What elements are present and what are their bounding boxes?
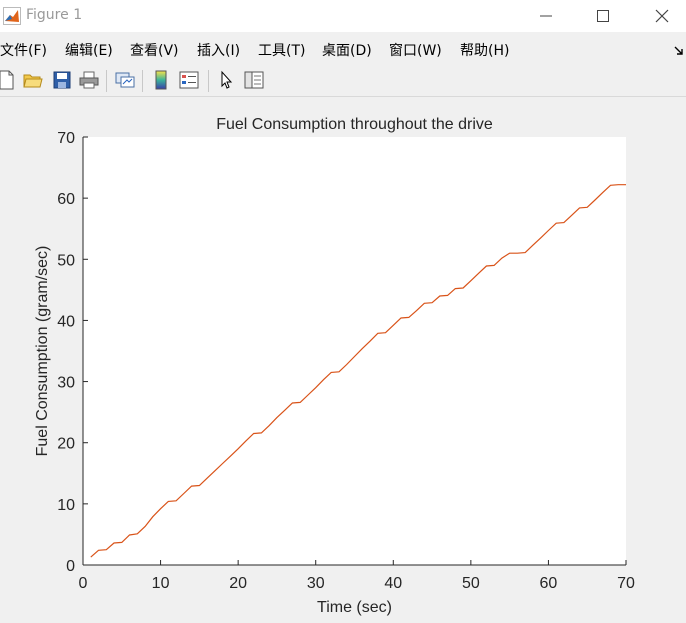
x-tick-label: 30 — [307, 575, 325, 592]
y-axis-label: Fuel Consumption (gram/sec) — [34, 246, 51, 457]
x-tick-label: 0 — [79, 575, 88, 592]
edit-plot-arrow-icon[interactable] — [214, 68, 238, 92]
figure-canvas: Fuel Consumption throughout the drive Ti… — [0, 97, 686, 619]
menu-window[interactable]: 窗口(W) — [389, 40, 442, 60]
maximize-button[interactable] — [573, 0, 633, 32]
window-title: Figure 1 — [26, 7, 82, 23]
link-plot-icon[interactable] — [113, 68, 137, 92]
y-tick-label: 10 — [57, 497, 75, 514]
property-inspector-icon[interactable] — [242, 68, 266, 92]
figure-toolbar — [0, 64, 686, 97]
maximize-icon — [597, 10, 609, 22]
window-title-bar: Figure 1 — [0, 0, 686, 32]
x-tick-label: 60 — [540, 575, 558, 592]
x-tick-label: 10 — [152, 575, 170, 592]
menu-insert[interactable]: 插入(I) — [197, 40, 240, 60]
y-tick-label: 30 — [57, 375, 75, 392]
plot-area — [83, 137, 626, 565]
menu-desktop[interactable]: 桌面(D) — [322, 40, 372, 60]
chart-title: Fuel Consumption throughout the drive — [216, 116, 493, 133]
menu-file[interactable]: 文件(F) — [0, 40, 47, 60]
y-tick-label: 20 — [57, 436, 75, 453]
x-tick-label: 20 — [229, 575, 247, 592]
close-icon — [655, 9, 669, 23]
minimize-icon — [540, 10, 552, 22]
print-icon[interactable] — [77, 68, 101, 92]
y-tick-label: 0 — [66, 558, 75, 575]
y-tick-label: 60 — [57, 191, 75, 208]
insert-colorbar-icon[interactable] — [149, 68, 173, 92]
x-tick-label: 70 — [617, 575, 635, 592]
toolbar-separator — [142, 70, 143, 92]
dock-arrow-icon[interactable] — [674, 45, 685, 56]
toolbar-separator — [208, 70, 209, 92]
x-tick-label: 40 — [384, 575, 402, 592]
menu-help[interactable]: 帮助(H) — [460, 40, 509, 60]
minimize-button[interactable] — [516, 0, 576, 32]
matlab-logo-icon — [3, 7, 21, 25]
save-icon[interactable] — [50, 68, 74, 92]
line-chart[interactable]: Fuel Consumption throughout the drive Ti… — [0, 97, 686, 619]
close-button[interactable] — [632, 0, 686, 32]
y-tick-label: 50 — [57, 252, 75, 269]
insert-legend-icon[interactable] — [177, 68, 201, 92]
y-tick-label: 40 — [57, 313, 75, 330]
toolbar-separator — [106, 70, 107, 92]
x-tick-label: 50 — [462, 575, 480, 592]
menu-view[interactable]: 查看(V) — [130, 40, 179, 60]
menu-edit[interactable]: 编辑(E) — [65, 40, 113, 60]
y-tick-label: 70 — [57, 130, 75, 147]
new-figure-icon[interactable] — [0, 68, 18, 92]
menu-bar: 文件(F) 编辑(E) 查看(V) 插入(I) 工具(T) 桌面(D) 窗口(W… — [0, 36, 686, 62]
menu-tools[interactable]: 工具(T) — [258, 40, 305, 60]
x-axis-label: Time (sec) — [317, 599, 392, 616]
open-file-icon[interactable] — [21, 68, 45, 92]
